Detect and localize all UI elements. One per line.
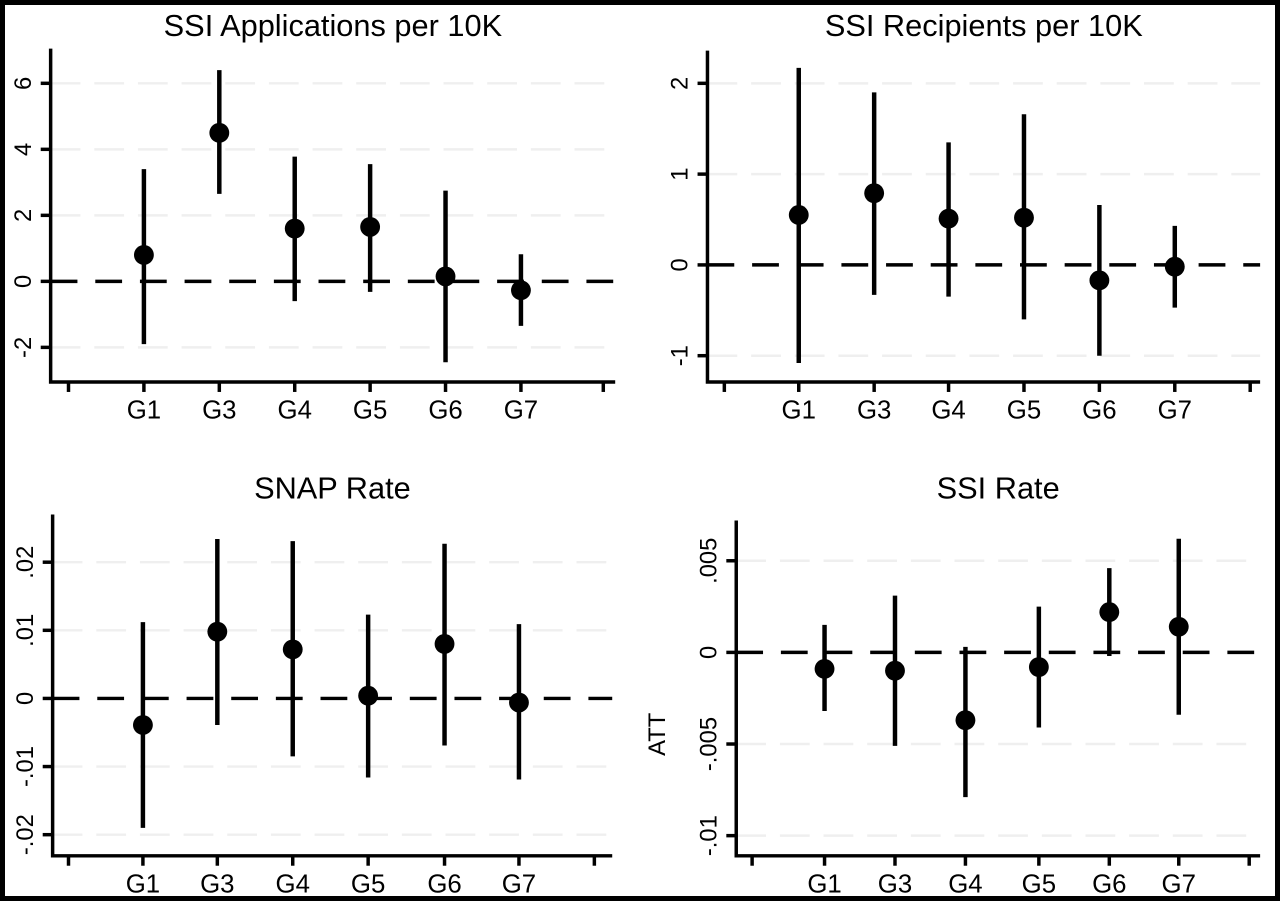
panel-ssi-recipients: SSI Recipients per 10K -1 0 1 2 G1 G3 G4 G5 G6 G7 <box>640 5 1275 451</box>
axis-spine <box>48 48 616 384</box>
x-category-label: G4 <box>276 871 310 899</box>
x-category-label: G6 <box>427 871 461 899</box>
x-category-label: G4 <box>931 397 965 425</box>
y-tick-label: -.01 <box>12 747 39 788</box>
y-tick-label: 0 <box>667 258 694 271</box>
panel-snap-rate: SNAP Rate -.02 -.01 0 .01 .02 G1 G3 G4 G5 G6 G7 <box>5 451 640 899</box>
y-axis-title: ATT <box>644 713 671 756</box>
y-tick-label: 0 <box>695 646 722 659</box>
panel-ssi-applications: SSI Applications per 10K -2 0 2 4 6 G1 G3 G4 G5 G… <box>5 5 640 451</box>
x-category-label: G1 <box>126 871 160 899</box>
point-estimate-marker <box>1089 270 1110 291</box>
plot-area-snap-rate: -.02 -.01 0 .01 .02 G1 G3 G4 G5 G6 G7 <box>12 514 613 899</box>
x-category-label: G5 <box>1022 871 1056 899</box>
plot-area-ssi-rate: -.01 -.005 0 .005 G1 G3 G4 G5 G6 G7 ATT <box>644 520 1261 899</box>
panel-title-ssi-applications: SSI Applications per 10K <box>164 8 503 43</box>
y-tick-label: .02 <box>12 546 39 579</box>
point-estimate-marker <box>938 208 959 229</box>
point-estimate-marker <box>864 183 885 204</box>
x-category-label: G5 <box>351 871 385 899</box>
point-estimate-marker <box>133 245 154 265</box>
point-estimate-marker <box>1164 256 1185 277</box>
point-estimate-marker <box>511 280 531 301</box>
x-category-label: G1 <box>807 871 841 899</box>
y-tick-label: 4 <box>10 143 37 156</box>
y-tick-label: .01 <box>12 614 39 647</box>
x-category-label: G4 <box>948 871 982 899</box>
point-estimate-marker <box>955 710 976 731</box>
x-category-label: G6 <box>1092 871 1126 899</box>
coef-plot-ssi-recipients: SSI Recipients per 10K -1 0 1 2 G1 G3 G4 G5 G6 G7 <box>667 8 1261 425</box>
coef-plot-snap-rate: SNAP Rate -.02 -.01 0 .01 .02 G1 G3 G4 G5 G6 G7 <box>12 471 613 899</box>
point-estimate-marker <box>132 715 153 736</box>
y-tick-label: -.01 <box>695 816 722 857</box>
point-estimate-marker <box>1028 657 1049 678</box>
y-tick-label: 6 <box>10 77 37 90</box>
plot-area-ssi-recipients: -1 0 1 2 G1 G3 G4 G5 G6 G7 <box>667 50 1261 425</box>
y-tick-label: 0 <box>10 275 37 288</box>
x-category-label: G3 <box>200 871 234 899</box>
y-tick-label: -.02 <box>12 815 39 856</box>
x-category-label: G5 <box>1007 397 1041 425</box>
point-estimate-marker <box>434 634 455 655</box>
point-estimate-marker <box>360 216 381 237</box>
point-estimate-marker <box>435 266 456 287</box>
point-estimate-marker <box>209 122 230 143</box>
x-category-label: G3 <box>878 871 912 899</box>
x-category-label: G6 <box>1082 397 1116 425</box>
y-tick-label: .005 <box>695 538 722 584</box>
point-estimate-marker <box>1168 617 1189 638</box>
y-tick-label: 2 <box>10 209 37 222</box>
y-tick-label: -.005 <box>695 717 722 771</box>
x-category-label: G1 <box>127 397 161 425</box>
y-tick-label: 2 <box>667 77 694 90</box>
axis-spine <box>734 520 1261 859</box>
x-category-label: G1 <box>782 397 816 425</box>
panel-ssi-rate: SSI Rate -.01 -.005 0 .005 G1 G3 G4 G5 G6 G7 ATT <box>640 451 1275 899</box>
x-category-label: G3 <box>202 397 236 425</box>
point-estimate-marker <box>207 622 228 643</box>
point-estimate-marker <box>788 205 809 225</box>
y-tick-label: -1 <box>667 345 694 366</box>
x-category-label: G7 <box>1162 871 1196 899</box>
axis-spine <box>50 514 613 859</box>
point-estimate-marker <box>284 218 305 239</box>
point-estimate-marker <box>1099 602 1120 623</box>
coef-plot-ssi-applications: SSI Applications per 10K -2 0 2 4 6 G1 G3 G4 G5 G… <box>10 8 616 425</box>
axis-spine <box>705 50 1261 384</box>
point-estimate-marker <box>509 693 529 713</box>
y-tick-label: 1 <box>667 167 694 180</box>
x-category-label: G7 <box>504 397 538 425</box>
x-category-label: G5 <box>353 397 387 425</box>
panel-title-ssi-rate: SSI Rate <box>937 471 1060 506</box>
x-category-label: G6 <box>428 397 462 425</box>
y-tick-label: 0 <box>12 692 39 705</box>
point-estimate-marker <box>358 686 379 707</box>
x-category-label: G3 <box>857 397 891 425</box>
point-estimate-marker <box>1014 207 1034 228</box>
panel-title-ssi-recipients: SSI Recipients per 10K <box>825 8 1143 43</box>
coef-plot-ssi-rate: SSI Rate -.01 -.005 0 .005 G1 G3 G4 G5 G6 G7 ATT <box>644 471 1261 899</box>
y-tick-label: -2 <box>10 337 37 358</box>
x-category-label: G4 <box>278 397 312 425</box>
x-category-label: G7 <box>502 871 536 899</box>
point-estimate-marker <box>814 659 835 680</box>
point-estimate-marker <box>282 639 303 660</box>
plot-area-ssi-applications: -2 0 2 4 6 G1 G3 G4 G5 G6 G7 <box>10 48 616 425</box>
point-estimate-marker <box>885 661 905 682</box>
x-category-label: G7 <box>1158 397 1192 425</box>
panel-title-snap-rate: SNAP Rate <box>254 471 411 506</box>
